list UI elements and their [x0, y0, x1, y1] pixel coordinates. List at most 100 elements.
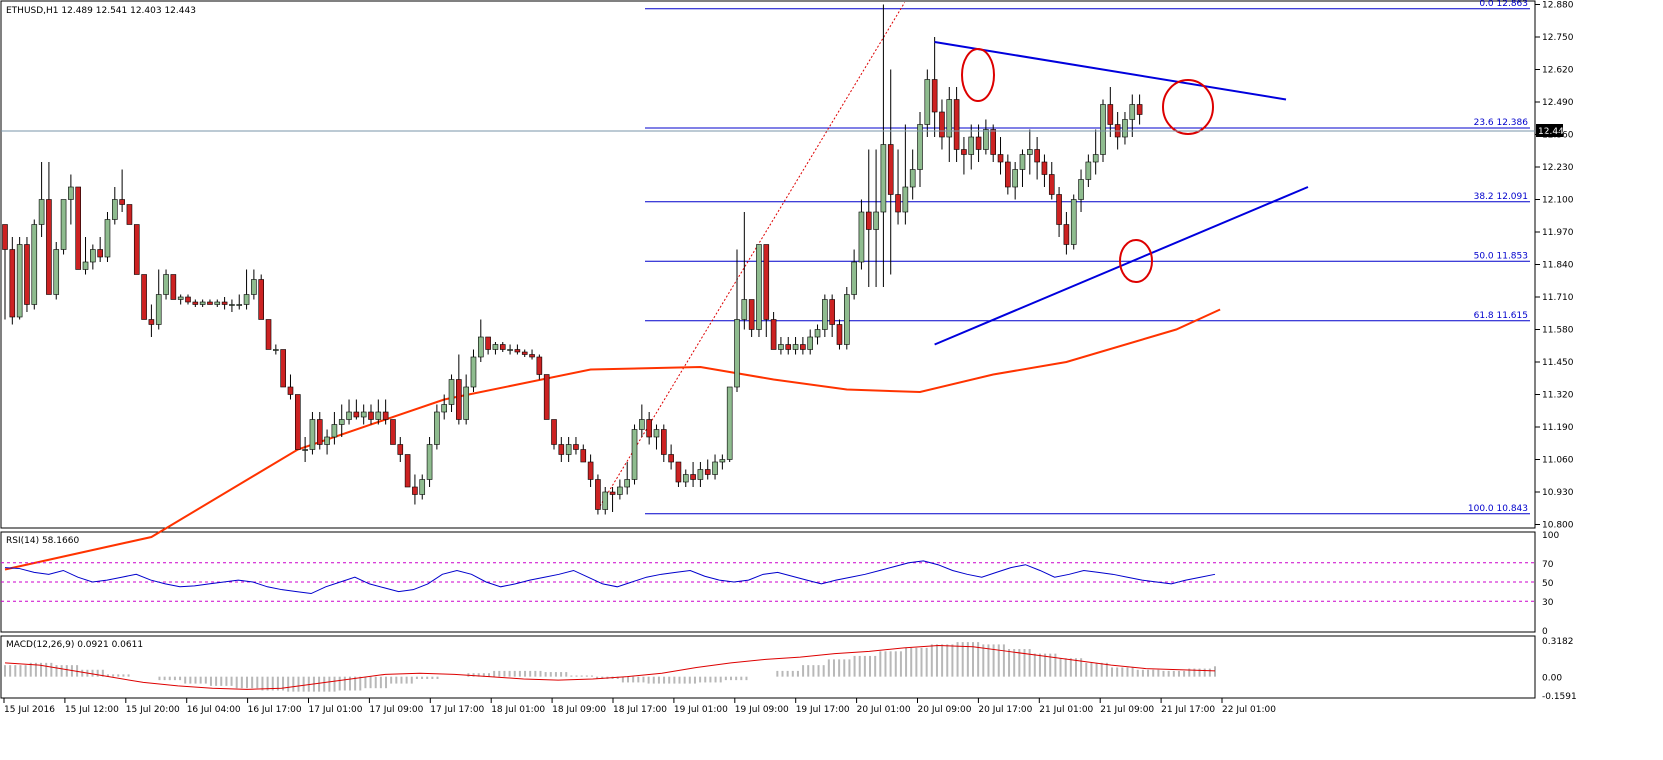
rsi-tick-label: 30	[1542, 598, 1554, 608]
candle-body	[1027, 149, 1033, 155]
candle-body	[1078, 179, 1084, 200]
candle-body	[1063, 224, 1070, 245]
price-tick-label: 10.800	[1542, 521, 1574, 531]
candle-body	[931, 79, 938, 113]
candle-body	[690, 474, 696, 480]
candle-body	[726, 386, 733, 460]
time-tick-label: 15 Jul 2016	[4, 705, 55, 715]
ma-polyline	[4, 308, 1221, 571]
candle-body	[836, 324, 843, 345]
candle-body	[185, 296, 191, 303]
time-tick-label: 15 Jul 20:00	[126, 705, 180, 715]
candle-body	[236, 304, 243, 306]
candle-body	[814, 329, 821, 338]
candle-body	[624, 479, 631, 488]
candle-body	[141, 274, 147, 320]
candle-body	[924, 79, 931, 125]
candle-body	[258, 279, 265, 320]
candle-body	[961, 149, 967, 155]
candle-body	[895, 194, 901, 213]
candle-body	[858, 211, 865, 263]
macd-pane	[0, 635, 1536, 699]
candle-body	[734, 319, 740, 388]
candlesticks	[2, 4, 1143, 515]
price-tick-label: 10.930	[1542, 488, 1574, 498]
candle-body	[353, 411, 360, 418]
candle-body	[133, 224, 140, 275]
candle-body	[543, 374, 550, 420]
candle-body	[514, 349, 521, 353]
candle-body	[712, 461, 718, 475]
candle-body	[9, 249, 16, 318]
candle-body	[851, 261, 857, 295]
candle-body	[148, 319, 155, 325]
macd-tick-label: -0.1591	[1542, 692, 1577, 702]
time-tick-label: 17 Jul 09:00	[369, 705, 423, 715]
time-tick-label: 17 Jul 01:00	[309, 705, 363, 715]
candle-body	[412, 486, 418, 495]
highlight-circle	[1162, 79, 1214, 135]
candle-body	[104, 219, 111, 258]
price-tick-label: 11.710	[1542, 293, 1574, 303]
candle-body	[983, 129, 989, 150]
candle-body	[419, 479, 426, 495]
candle-body	[573, 444, 579, 450]
candle-body	[31, 224, 38, 305]
candle-body	[251, 279, 257, 295]
candle-body	[294, 394, 301, 450]
candle-body	[529, 354, 535, 358]
candle-body	[221, 301, 228, 305]
candle-body	[214, 301, 221, 305]
candle-body	[280, 349, 286, 388]
candle-body	[1122, 119, 1128, 138]
candle-body	[609, 491, 616, 495]
fib-level-label: 0.0 12.863	[1479, 0, 1528, 9]
candle-body	[368, 411, 374, 420]
candle-body	[785, 344, 792, 350]
candle-body	[939, 111, 945, 138]
candle-body	[390, 419, 396, 445]
time-tick-label: 18 Jul 01:00	[491, 705, 545, 715]
candle-body	[1129, 104, 1136, 120]
time-tick-label: 19 Jul 17:00	[796, 705, 850, 715]
candle-body	[485, 336, 491, 350]
candle-body	[756, 244, 762, 330]
candle-body	[60, 199, 67, 250]
candle-body	[1136, 104, 1143, 115]
candle-body	[1048, 174, 1055, 195]
candle-body	[229, 304, 235, 306]
candle-body	[521, 351, 528, 355]
candle-body	[800, 344, 806, 350]
rsi-line	[4, 560, 1216, 595]
candle-body	[112, 199, 118, 220]
price-tick-label: 11.580	[1542, 326, 1574, 336]
candle-body	[309, 419, 316, 450]
price-tick-label: 12.230	[1542, 163, 1574, 173]
candle-body	[617, 486, 623, 495]
candle-body	[748, 299, 755, 330]
candle-body	[1041, 161, 1048, 175]
candle-body	[1085, 161, 1092, 180]
candle-body	[1005, 161, 1011, 188]
annotation-circles	[961, 48, 1214, 283]
candle-body	[97, 249, 103, 258]
rsi-indicator: 100 70 50 30 0	[1, 531, 1559, 637]
time-tick-label: 20 Jul 01:00	[857, 705, 911, 715]
price-tick-label: 11.450	[1542, 358, 1574, 368]
fibonacci-retracement[interactable]: 0.0 12.863 23.6 12.386 38.2 12.091 50.0 11.…	[597, 0, 1530, 515]
trendlines[interactable]	[934, 41, 1309, 346]
candle-body	[24, 244, 30, 305]
candle-body	[192, 301, 199, 305]
candle-body	[324, 436, 330, 445]
candle-body	[660, 429, 667, 455]
candle-body	[155, 294, 162, 325]
macd-title: MACD(12,26,9) 0.0921 0.0611	[6, 640, 143, 650]
candle-body	[346, 411, 352, 420]
time-tick-label: 21 Jul 09:00	[1100, 705, 1154, 715]
candle-body	[375, 411, 382, 420]
time-tick-label: 17 Jul 17:00	[430, 705, 484, 715]
time-tick-label: 21 Jul 17:00	[1161, 705, 1215, 715]
candle-body	[434, 411, 440, 445]
candle-body	[807, 336, 814, 350]
